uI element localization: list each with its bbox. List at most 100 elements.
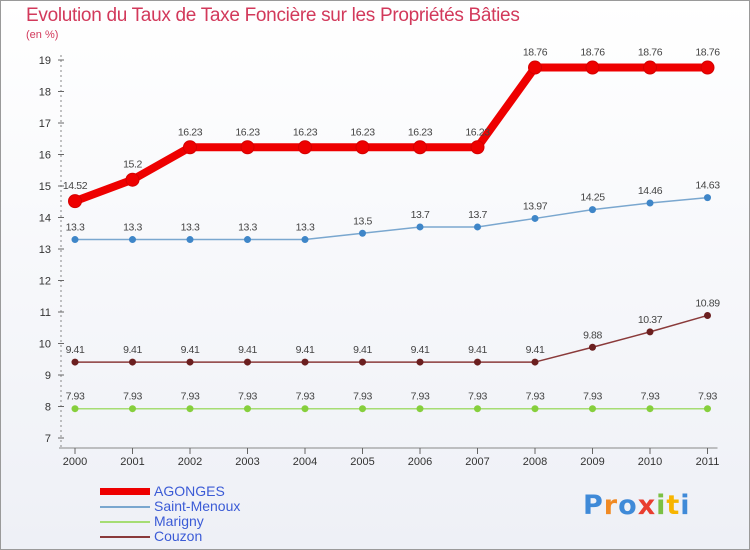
data-label-marigny: 7.93 xyxy=(468,391,487,403)
legend-item-saint-menoux: Saint-Menoux xyxy=(100,498,320,514)
x-tick-label: 2003 xyxy=(235,456,259,468)
data-point-marigny xyxy=(359,405,366,413)
data-point-couzon xyxy=(359,358,366,366)
y-tick-label: 17 xyxy=(39,118,51,130)
data-label-marigny: 7.93 xyxy=(411,391,430,403)
legend-label-couzon: Couzon xyxy=(154,528,203,544)
chart-title: Evolution du Taux de Taxe Foncière sur l… xyxy=(26,5,520,26)
data-label-saint-menoux: 13.3 xyxy=(66,222,85,234)
y-tick-label: 9 xyxy=(45,370,51,382)
data-point-saint-menoux xyxy=(704,194,711,202)
data-point-saint-menoux xyxy=(71,236,79,244)
data-label-agonges: 15.2 xyxy=(123,159,142,171)
data-label-agonges: 14.52 xyxy=(63,180,88,192)
data-label-agonges: 16.23 xyxy=(293,126,318,138)
data-point-saint-menoux xyxy=(416,223,424,231)
y-tick-label: 11 xyxy=(40,307,51,319)
data-label-couzon: 9.41 xyxy=(526,344,545,356)
data-point-marigny xyxy=(71,405,79,413)
data-label-marigny: 7.93 xyxy=(526,391,545,403)
y-tick-label: 7 xyxy=(45,433,51,445)
data-label-agonges: 16.23 xyxy=(235,126,260,138)
y-tick-label: 15 xyxy=(39,181,51,193)
data-label-couzon: 9.41 xyxy=(468,344,487,356)
data-point-couzon xyxy=(244,358,251,366)
data-label-agonges: 16.23 xyxy=(350,126,375,138)
legend-item-marigny: Marigny xyxy=(100,513,320,529)
data-label-marigny: 7.93 xyxy=(296,391,315,403)
logo-letter: i xyxy=(656,490,667,521)
series-line-couzon xyxy=(74,314,709,363)
series-line-agonges xyxy=(71,63,712,206)
data-point-marigny xyxy=(589,405,596,413)
data-label-saint-menoux: 13.3 xyxy=(238,222,257,234)
data-point-marigny xyxy=(704,405,711,413)
data-point-marigny xyxy=(646,405,654,413)
data-label-couzon: 10.37 xyxy=(638,314,663,326)
data-label-couzon: 9.88 xyxy=(583,329,602,341)
legend: AGONGES Saint-Menoux Marigny Couzon xyxy=(100,483,320,544)
data-label-saint-menoux: 13.3 xyxy=(181,222,200,234)
data-label-saint-menoux: 14.63 xyxy=(695,180,720,192)
data-point-marigny xyxy=(474,405,481,413)
x-tick-label: 2011 xyxy=(696,456,720,468)
data-point-marigny xyxy=(129,405,136,413)
data-label-agonges: 18.76 xyxy=(523,47,548,59)
data-label-couzon: 9.41 xyxy=(123,344,142,356)
x-tick-label: 2004 xyxy=(293,456,317,468)
data-point-marigny xyxy=(301,405,309,413)
data-point-saint-menoux xyxy=(359,229,366,237)
logo-letter: t xyxy=(666,490,681,521)
logo-letter: i xyxy=(680,490,691,521)
data-point-saint-menoux xyxy=(531,214,539,222)
data-point-agonges xyxy=(298,140,312,155)
logo-letter: P xyxy=(583,490,604,521)
data-point-agonges xyxy=(355,140,370,155)
data-point-couzon xyxy=(129,358,136,366)
data-label-marigny: 7.93 xyxy=(583,391,602,403)
x-tick-label: 2010 xyxy=(638,456,662,468)
y-tick-label: 8 xyxy=(45,402,51,414)
x-tick-label: 2009 xyxy=(580,456,604,468)
legend-label-agonges: AGONGES xyxy=(154,483,225,499)
data-label-saint-menoux: 13.97 xyxy=(523,200,548,212)
y-tick-label: 13 xyxy=(39,244,51,256)
logo-letter: x xyxy=(637,490,657,521)
x-tick-label: 2008 xyxy=(523,456,547,468)
data-label-couzon: 9.41 xyxy=(411,344,430,356)
data-label-marigny: 7.93 xyxy=(353,391,372,403)
data-label-saint-menoux: 13.7 xyxy=(468,209,487,221)
legend-swatch-marigny xyxy=(100,521,150,523)
data-point-couzon xyxy=(474,358,481,366)
data-label-couzon: 9.41 xyxy=(353,344,372,356)
data-point-agonges xyxy=(643,60,657,75)
data-point-agonges xyxy=(528,60,542,75)
data-label-couzon: 9.41 xyxy=(181,344,200,356)
data-label-couzon: 9.41 xyxy=(238,344,257,356)
proxiti-logo: Proxiti xyxy=(583,490,691,521)
data-label-couzon: 9.41 xyxy=(296,344,315,356)
data-label-saint-menoux: 13.7 xyxy=(411,209,430,221)
data-label-saint-menoux: 13.3 xyxy=(123,222,142,234)
data-point-agonges xyxy=(413,140,427,155)
x-tick-label: 2005 xyxy=(350,456,374,468)
data-point-saint-menoux xyxy=(589,206,596,214)
data-label-marigny: 7.93 xyxy=(123,391,142,403)
data-label-marigny: 7.93 xyxy=(238,391,257,403)
data-point-agonges xyxy=(183,140,197,155)
data-point-couzon xyxy=(71,358,79,366)
legend-label-saint-menoux: Saint-Menoux xyxy=(154,498,241,514)
logo-letter: r xyxy=(603,490,619,521)
data-label-agonges: 16.23 xyxy=(465,126,490,138)
data-point-saint-menoux xyxy=(186,236,194,244)
data-label-saint-menoux: 14.46 xyxy=(638,185,663,197)
data-label-agonges: 18.76 xyxy=(638,47,663,59)
data-point-saint-menoux xyxy=(129,236,136,244)
data-point-agonges xyxy=(700,60,715,75)
data-point-saint-menoux xyxy=(244,236,251,244)
data-label-saint-menoux: 13.5 xyxy=(353,215,372,227)
data-point-couzon xyxy=(531,358,539,366)
legend-swatch-agonges xyxy=(100,488,150,495)
